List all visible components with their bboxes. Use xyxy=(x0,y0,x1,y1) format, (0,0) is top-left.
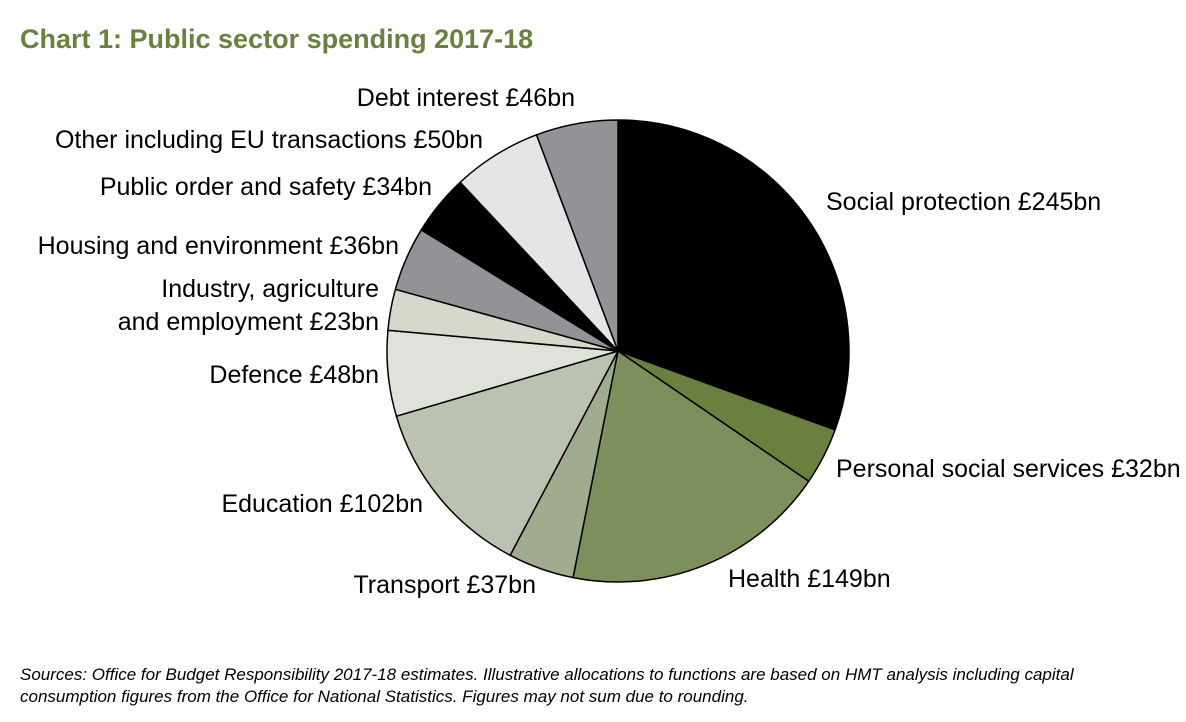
pie-slice xyxy=(617,119,850,431)
slice-label: Industry, agriculture and employment £23b… xyxy=(118,275,379,336)
slice-label: Education £102bn xyxy=(221,490,423,518)
pie-slice xyxy=(395,350,619,557)
slice-label: Social protection £245bn xyxy=(826,188,1101,216)
pie-slice xyxy=(572,350,810,583)
chart-title: Chart 1: Public sector spending 2017-18 xyxy=(20,24,534,54)
slice-label: Debt interest £46bn xyxy=(357,84,575,112)
slice-label: Transport £37bn xyxy=(353,571,536,599)
slice-label: Health £149bn xyxy=(728,565,891,593)
pie-chart: Social protection £245bn Personal social … xyxy=(38,84,1181,599)
slice-label: Personal social services £32bn xyxy=(836,455,1181,483)
slice-label: Public order and safety £34bn xyxy=(100,173,432,201)
source-note: Sources: Office for Budget Responsibilit… xyxy=(20,665,1074,706)
pie-slice xyxy=(535,119,619,352)
slice-label: Defence £48bn xyxy=(209,361,379,389)
pie-slices xyxy=(386,119,850,583)
slice-label: Other including EU transactions £50bn xyxy=(55,126,483,154)
slice-label: Housing and environment £36bn xyxy=(38,232,399,260)
pie-labels: Social protection £245bn Personal social … xyxy=(38,84,1181,599)
